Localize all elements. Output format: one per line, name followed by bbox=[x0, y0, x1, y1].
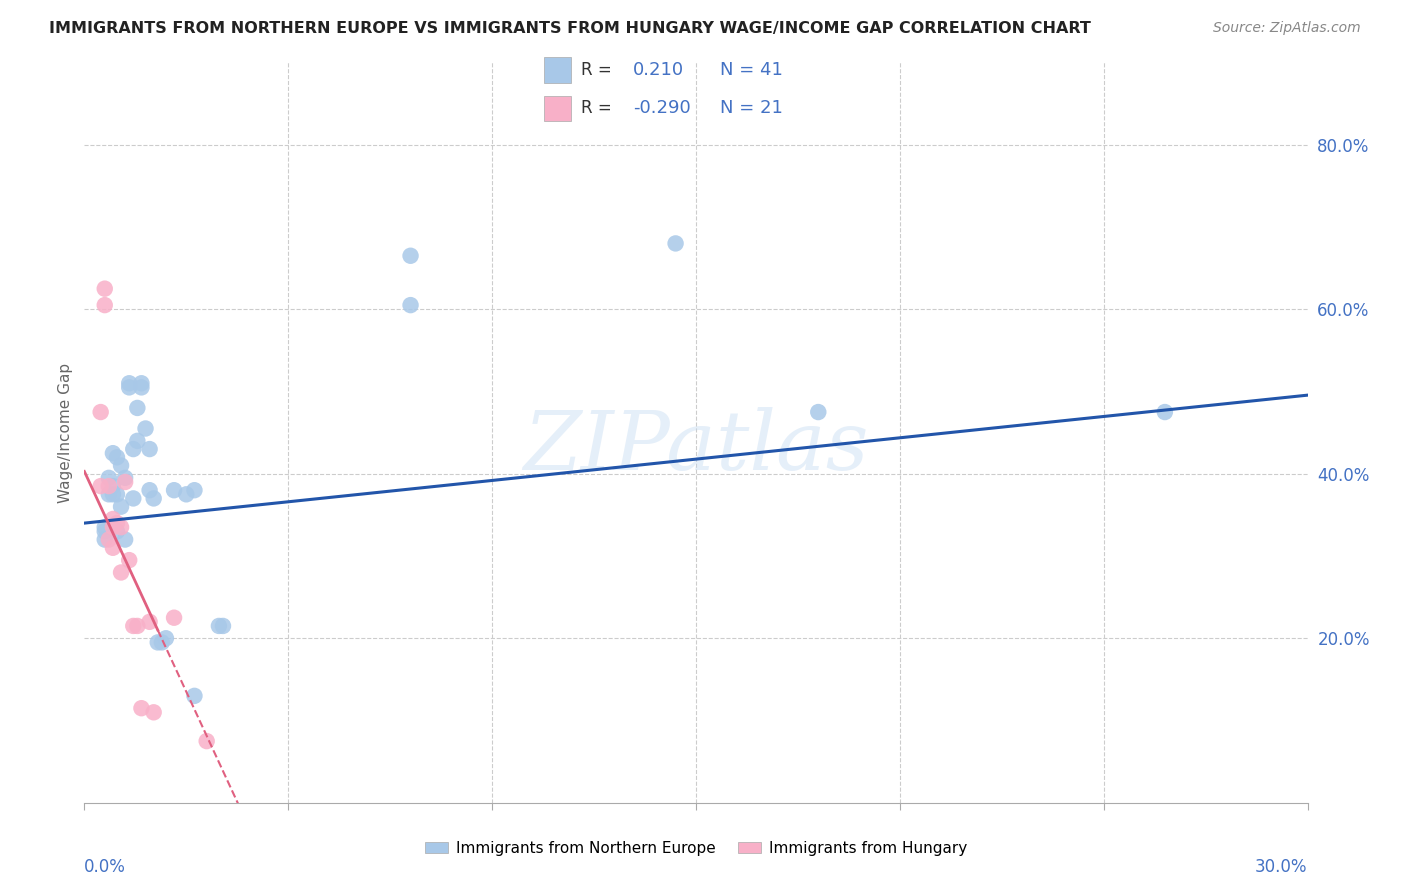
Text: R =: R = bbox=[581, 61, 617, 78]
Point bbox=[110, 566, 132, 580]
Text: 0.0%: 0.0% bbox=[84, 858, 127, 876]
Point bbox=[150, 635, 173, 649]
Point bbox=[138, 442, 160, 456]
Point bbox=[93, 524, 115, 539]
Point bbox=[146, 635, 169, 649]
Point bbox=[163, 483, 186, 498]
Point bbox=[90, 405, 112, 419]
Point bbox=[135, 421, 157, 435]
Point bbox=[138, 615, 160, 629]
Point bbox=[208, 619, 231, 633]
Point bbox=[183, 483, 205, 498]
Point bbox=[131, 701, 153, 715]
Text: ZIPatlas: ZIPatlas bbox=[523, 408, 869, 487]
Point bbox=[131, 376, 153, 391]
Point bbox=[399, 249, 422, 263]
Point bbox=[1154, 405, 1177, 419]
Point bbox=[93, 298, 115, 312]
Point bbox=[807, 405, 830, 419]
Point bbox=[101, 479, 124, 493]
Point bbox=[97, 487, 120, 501]
Point bbox=[131, 380, 153, 394]
Y-axis label: Wage/Income Gap: Wage/Income Gap bbox=[58, 362, 73, 503]
Point bbox=[114, 471, 136, 485]
Point bbox=[101, 487, 124, 501]
Point bbox=[138, 483, 160, 498]
Point bbox=[118, 380, 141, 394]
Text: 30.0%: 30.0% bbox=[1256, 858, 1308, 876]
Point bbox=[163, 610, 186, 624]
Text: Source: ZipAtlas.com: Source: ZipAtlas.com bbox=[1213, 21, 1361, 35]
Point bbox=[90, 479, 112, 493]
Point bbox=[93, 533, 115, 547]
Point bbox=[127, 619, 149, 633]
Point bbox=[142, 706, 165, 720]
Point bbox=[105, 487, 128, 501]
FancyBboxPatch shape bbox=[544, 57, 571, 83]
Point bbox=[110, 458, 132, 473]
Point bbox=[142, 491, 165, 506]
Point bbox=[155, 632, 177, 646]
Text: 0.210: 0.210 bbox=[633, 61, 685, 78]
Point bbox=[97, 471, 120, 485]
Point bbox=[665, 236, 688, 251]
Text: N = 21: N = 21 bbox=[720, 100, 783, 118]
Point bbox=[110, 520, 132, 534]
Point bbox=[114, 475, 136, 489]
Point bbox=[101, 520, 124, 534]
Point bbox=[101, 446, 124, 460]
Point bbox=[183, 689, 205, 703]
Text: -0.290: -0.290 bbox=[633, 100, 690, 118]
Point bbox=[97, 479, 120, 493]
Point bbox=[93, 520, 115, 534]
Point bbox=[101, 512, 124, 526]
Point bbox=[212, 619, 235, 633]
Point bbox=[127, 401, 149, 415]
Point bbox=[105, 450, 128, 465]
Point bbox=[114, 533, 136, 547]
Point bbox=[122, 619, 145, 633]
Point bbox=[122, 442, 145, 456]
Point bbox=[399, 298, 422, 312]
Point bbox=[101, 541, 124, 555]
Point bbox=[118, 376, 141, 391]
Point bbox=[110, 500, 132, 514]
Point bbox=[195, 734, 218, 748]
Legend: Immigrants from Northern Europe, Immigrants from Hungary: Immigrants from Northern Europe, Immigra… bbox=[419, 835, 973, 862]
Text: R =: R = bbox=[581, 100, 617, 118]
Point bbox=[105, 516, 128, 530]
Point bbox=[97, 533, 120, 547]
Point bbox=[174, 487, 197, 501]
Point bbox=[122, 491, 145, 506]
FancyBboxPatch shape bbox=[544, 95, 571, 121]
Point bbox=[127, 434, 149, 448]
Point bbox=[93, 282, 115, 296]
Text: N = 41: N = 41 bbox=[720, 61, 783, 78]
Point bbox=[118, 553, 141, 567]
Text: IMMIGRANTS FROM NORTHERN EUROPE VS IMMIGRANTS FROM HUNGARY WAGE/INCOME GAP CORRE: IMMIGRANTS FROM NORTHERN EUROPE VS IMMIG… bbox=[49, 21, 1091, 36]
Point bbox=[105, 524, 128, 539]
